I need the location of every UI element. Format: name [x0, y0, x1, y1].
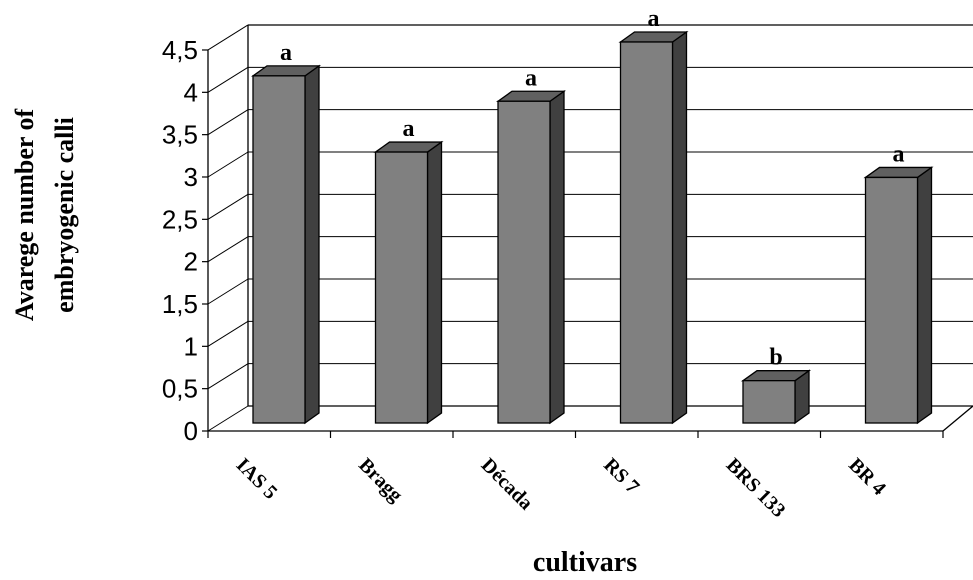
x-tick-label: Bragg [354, 454, 406, 506]
x-tick-label: IAS 5 [232, 454, 282, 504]
bar [863, 166, 934, 425]
bar-side [426, 140, 443, 425]
bar-front [252, 75, 306, 424]
bar-side [916, 166, 933, 425]
bar [618, 30, 689, 425]
bar-front [497, 100, 551, 424]
significance-letter: a [648, 6, 660, 32]
significance-letter: b [769, 345, 782, 371]
y-tick-label: 4 [184, 77, 198, 107]
gridline-diagonal [207, 151, 249, 178]
y-tick-label: 2,5 [162, 204, 198, 234]
gridline-diagonal [207, 193, 249, 220]
x-tick-label: RS 7 [599, 454, 643, 498]
bar-side [304, 64, 320, 425]
gridline-diagonal [207, 24, 249, 51]
y-tick-label: 2 [184, 247, 198, 277]
bars [250, 30, 934, 425]
y-tick-label: 1 [184, 331, 198, 361]
significance-letters: a a a a b a [280, 6, 905, 371]
gridline-diagonal [207, 278, 249, 305]
bar [495, 89, 567, 425]
bar-front [742, 380, 796, 424]
bar [250, 64, 322, 425]
y-tick-label: 0,5 [162, 374, 198, 404]
x-axis-title: cultivars [533, 547, 637, 578]
chart-walls [207, 24, 973, 432]
significance-letter: a [893, 141, 905, 167]
gridline-diagonal [207, 405, 249, 432]
bar-front [864, 176, 919, 424]
bar-side [549, 89, 565, 425]
gridline-diagonal [207, 363, 249, 390]
y-tick-label: 1,5 [162, 289, 198, 319]
gridline-diagonal [207, 66, 249, 93]
x-axis-tick-labels: IAS 5 Bragg Década RS 7 BRS 133 BR 4 [232, 454, 890, 522]
y-tick-label: 3 [184, 162, 198, 192]
y-axis-ticks: 0 0,5 1 1,5 2 2,5 3 3,5 4 4,5 [162, 35, 208, 446]
gridline-diagonal [207, 320, 249, 347]
bar-front [619, 41, 674, 424]
gridline-diagonal [207, 109, 249, 136]
x-axis [207, 430, 944, 438]
y-tick-label: 4,5 [162, 35, 198, 65]
floor-right-edge [942, 405, 973, 432]
bar [740, 369, 812, 425]
gridlines [207, 24, 973, 432]
bar [373, 140, 444, 425]
x-tick-label: Década [477, 454, 537, 514]
bar-front [374, 151, 429, 424]
gridline-diagonal [207, 236, 249, 263]
bar-side [671, 30, 688, 425]
y-axis-title-line-1: Avarege number of [10, 109, 39, 322]
y-axis-title-line-2: embryogenic calli [50, 117, 79, 313]
y-tick-label: 3,5 [162, 120, 198, 150]
x-tick-label: BRS 133 [722, 454, 790, 522]
x-tick-label: BR 4 [844, 454, 890, 500]
y-tick-label: 0 [184, 416, 198, 446]
significance-letter: a [525, 65, 537, 91]
significance-letter: a [280, 40, 292, 66]
significance-letter: a [403, 116, 415, 142]
